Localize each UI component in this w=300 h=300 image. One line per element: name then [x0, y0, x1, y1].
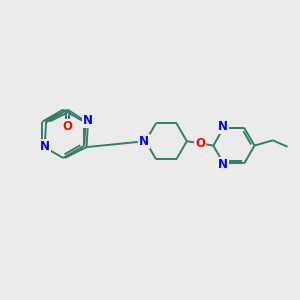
Text: O: O: [63, 120, 73, 133]
Text: N: N: [83, 114, 93, 127]
Text: N: N: [139, 135, 149, 148]
Text: O: O: [195, 137, 205, 150]
Text: N: N: [40, 140, 50, 153]
Text: N: N: [218, 158, 228, 171]
Text: N: N: [218, 120, 228, 133]
